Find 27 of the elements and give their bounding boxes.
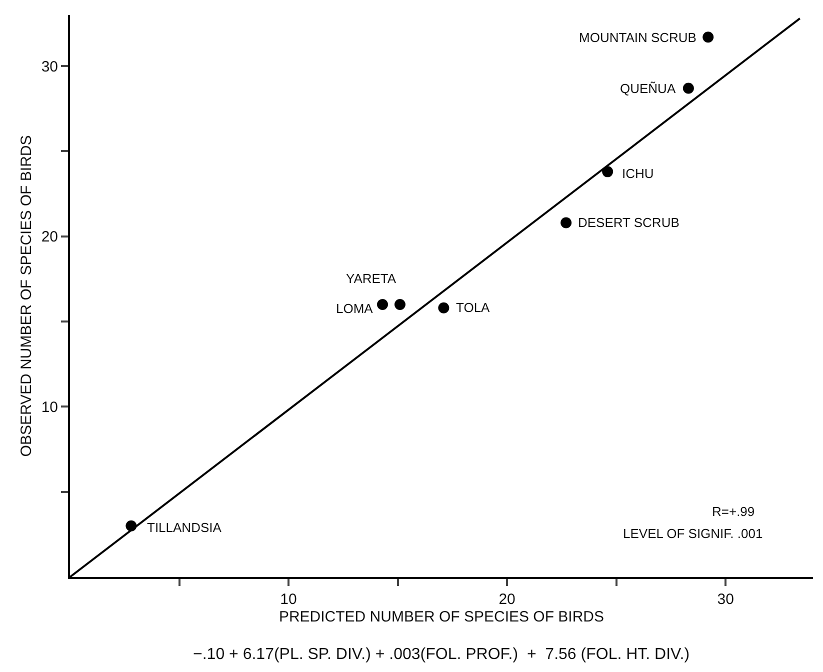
annotation: TILLANDSIA	[147, 520, 222, 535]
annotation: YARETA	[346, 271, 396, 286]
annotation: ICHU	[622, 166, 654, 181]
y-axis-title: OBSERVED NUMBER OF SPECIES OF BIRDS	[18, 135, 36, 457]
x-tick-label: 30	[717, 591, 734, 608]
point	[394, 299, 406, 310]
x-tick-label: 10	[280, 591, 297, 608]
annotation: LOMA	[336, 301, 374, 316]
annotation: R=+.99	[712, 504, 755, 519]
x-tick-label: 20	[498, 591, 516, 608]
point	[560, 217, 572, 228]
point	[438, 302, 450, 314]
point	[602, 166, 614, 178]
y-tick-label: 20	[41, 228, 58, 246]
point	[377, 299, 388, 310]
y-tick-label: 30	[41, 58, 58, 76]
annotation: TOLA	[456, 300, 490, 315]
point	[682, 82, 694, 94]
annotation: QUEÑUA	[620, 81, 676, 96]
annotation: LEVEL OF SIGNIF. .001	[623, 526, 763, 541]
point	[702, 32, 714, 43]
point	[126, 520, 137, 532]
y-tick-label: 10	[41, 398, 58, 416]
x-axis-title: PREDICTED NUMBER OF SPECIES OF BIRDS	[278, 608, 604, 626]
annotation: DESERT SCRUB	[578, 215, 680, 230]
text: −.10 + 6.17(PL. SP. DIV.) + .003(FOL. PROF.) + 7.56 (FOL. HT. DIV.)	[193, 646, 690, 663]
annotation: MOUNTAIN SCRUB	[579, 30, 696, 45]
